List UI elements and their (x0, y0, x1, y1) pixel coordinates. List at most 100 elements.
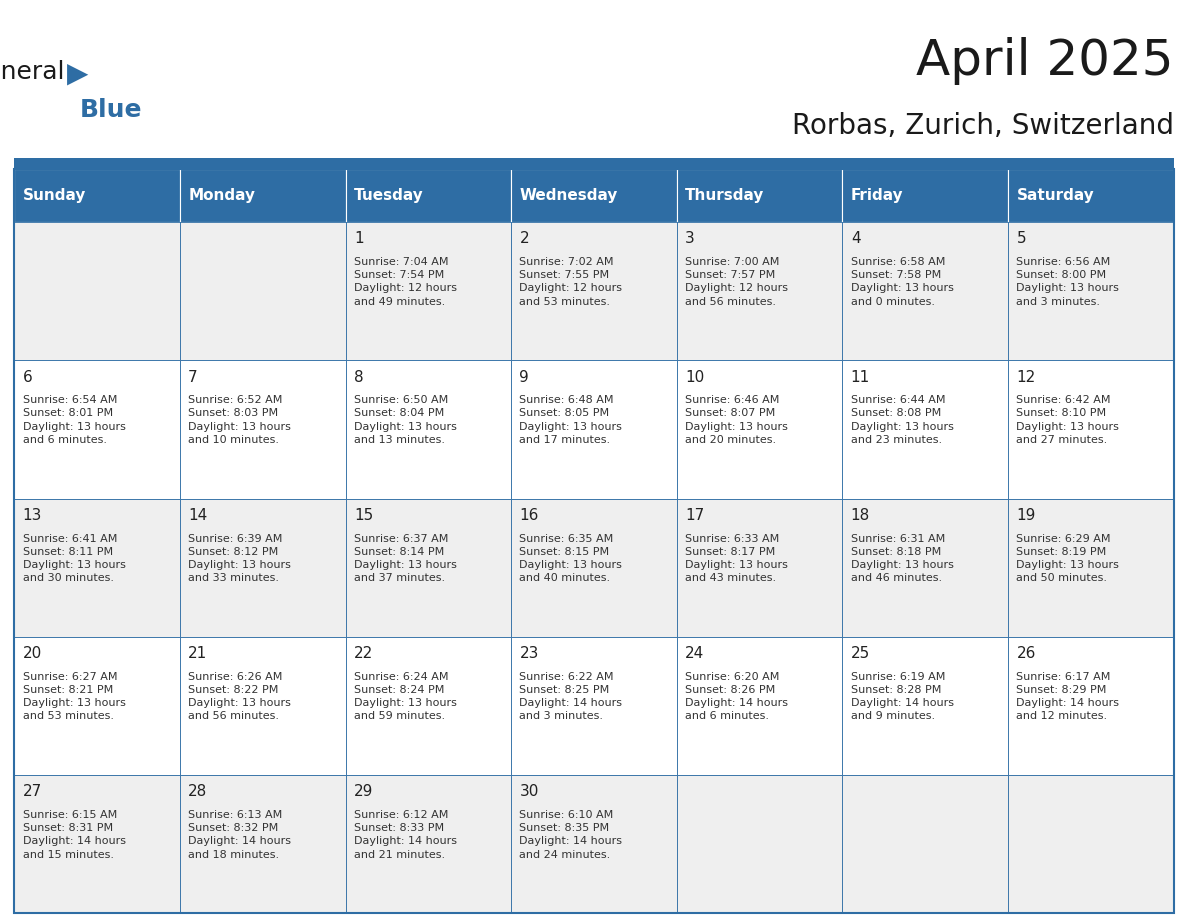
Text: 8: 8 (354, 370, 364, 385)
Text: 12: 12 (1017, 370, 1036, 385)
Text: Sunrise: 6:10 AM
Sunset: 8:35 PM
Daylight: 14 hours
and 24 minutes.: Sunrise: 6:10 AM Sunset: 8:35 PM Dayligh… (519, 810, 623, 859)
Text: Sunrise: 6:42 AM
Sunset: 8:10 PM
Daylight: 13 hours
and 27 minutes.: Sunrise: 6:42 AM Sunset: 8:10 PM Dayligh… (1017, 396, 1119, 445)
Bar (179, 361, 346, 498)
Text: Sunrise: 6:19 AM
Sunset: 8:28 PM
Daylight: 14 hours
and 9 minutes.: Sunrise: 6:19 AM Sunset: 8:28 PM Dayligh… (851, 672, 954, 722)
Text: 28: 28 (188, 784, 208, 800)
Text: Sunrise: 6:50 AM
Sunset: 8:04 PM
Daylight: 13 hours
and 13 minutes.: Sunrise: 6:50 AM Sunset: 8:04 PM Dayligh… (354, 396, 456, 445)
Text: ▶: ▶ (67, 60, 88, 88)
Text: 27: 27 (23, 784, 42, 800)
Text: Sunrise: 7:02 AM
Sunset: 7:55 PM
Daylight: 12 hours
and 53 minutes.: Sunrise: 7:02 AM Sunset: 7:55 PM Dayligh… (519, 257, 623, 307)
Text: Sunrise: 6:41 AM
Sunset: 8:11 PM
Daylight: 13 hours
and 30 minutes.: Sunrise: 6:41 AM Sunset: 8:11 PM Dayligh… (23, 533, 126, 583)
Bar (14, 637, 179, 775)
Text: Sunrise: 6:24 AM
Sunset: 8:24 PM
Daylight: 13 hours
and 59 minutes.: Sunrise: 6:24 AM Sunset: 8:24 PM Dayligh… (354, 672, 456, 722)
Text: 16: 16 (519, 508, 539, 523)
Text: 20: 20 (23, 646, 42, 661)
Bar (179, 775, 346, 913)
Bar (511, 637, 677, 775)
Text: Sunrise: 6:20 AM
Sunset: 8:26 PM
Daylight: 14 hours
and 6 minutes.: Sunrise: 6:20 AM Sunset: 8:26 PM Dayligh… (685, 672, 788, 722)
Text: Sunrise: 7:00 AM
Sunset: 7:57 PM
Daylight: 12 hours
and 56 minutes.: Sunrise: 7:00 AM Sunset: 7:57 PM Dayligh… (685, 257, 788, 307)
Text: 2: 2 (519, 231, 529, 246)
Bar (511, 169, 677, 222)
Bar (179, 222, 346, 361)
Bar (346, 169, 511, 222)
Bar (14, 498, 179, 637)
Bar (511, 222, 677, 361)
Text: Sunrise: 6:56 AM
Sunset: 8:00 PM
Daylight: 13 hours
and 3 minutes.: Sunrise: 6:56 AM Sunset: 8:00 PM Dayligh… (1017, 257, 1119, 307)
Bar (842, 361, 1009, 498)
Bar (14, 775, 179, 913)
Bar (14, 158, 1174, 169)
Text: 30: 30 (519, 784, 539, 800)
Bar (346, 775, 511, 913)
Text: 11: 11 (851, 370, 870, 385)
Bar (1009, 498, 1174, 637)
Text: 23: 23 (519, 646, 539, 661)
Text: Sunrise: 6:37 AM
Sunset: 8:14 PM
Daylight: 13 hours
and 37 minutes.: Sunrise: 6:37 AM Sunset: 8:14 PM Dayligh… (354, 533, 456, 583)
Text: Sunrise: 6:31 AM
Sunset: 8:18 PM
Daylight: 13 hours
and 46 minutes.: Sunrise: 6:31 AM Sunset: 8:18 PM Dayligh… (851, 533, 954, 583)
Text: 24: 24 (685, 646, 704, 661)
Bar (346, 222, 511, 361)
Text: 4: 4 (851, 231, 860, 246)
Text: Sunrise: 6:13 AM
Sunset: 8:32 PM
Daylight: 14 hours
and 18 minutes.: Sunrise: 6:13 AM Sunset: 8:32 PM Dayligh… (188, 810, 291, 859)
Bar (1009, 637, 1174, 775)
Text: Sunrise: 6:48 AM
Sunset: 8:05 PM
Daylight: 13 hours
and 17 minutes.: Sunrise: 6:48 AM Sunset: 8:05 PM Dayligh… (519, 396, 623, 445)
Text: 1: 1 (354, 231, 364, 246)
Bar (179, 169, 346, 222)
Bar (677, 222, 842, 361)
Bar (14, 169, 179, 222)
Text: 22: 22 (354, 646, 373, 661)
Text: 9: 9 (519, 370, 529, 385)
Bar (842, 637, 1009, 775)
Text: Tuesday: Tuesday (354, 188, 424, 203)
Text: Sunrise: 6:52 AM
Sunset: 8:03 PM
Daylight: 13 hours
and 10 minutes.: Sunrise: 6:52 AM Sunset: 8:03 PM Dayligh… (188, 396, 291, 445)
Text: 15: 15 (354, 508, 373, 523)
Bar (179, 498, 346, 637)
Text: 14: 14 (188, 508, 208, 523)
Text: 17: 17 (685, 508, 704, 523)
Text: Sunrise: 6:46 AM
Sunset: 8:07 PM
Daylight: 13 hours
and 20 minutes.: Sunrise: 6:46 AM Sunset: 8:07 PM Dayligh… (685, 396, 788, 445)
Text: Sunrise: 7:04 AM
Sunset: 7:54 PM
Daylight: 12 hours
and 49 minutes.: Sunrise: 7:04 AM Sunset: 7:54 PM Dayligh… (354, 257, 457, 307)
Text: Sunrise: 6:33 AM
Sunset: 8:17 PM
Daylight: 13 hours
and 43 minutes.: Sunrise: 6:33 AM Sunset: 8:17 PM Dayligh… (685, 533, 788, 583)
Text: 25: 25 (851, 646, 870, 661)
Bar (842, 775, 1009, 913)
Text: Wednesday: Wednesday (519, 188, 618, 203)
Bar (1009, 361, 1174, 498)
Text: Sunrise: 6:44 AM
Sunset: 8:08 PM
Daylight: 13 hours
and 23 minutes.: Sunrise: 6:44 AM Sunset: 8:08 PM Dayligh… (851, 396, 954, 445)
Bar (842, 498, 1009, 637)
Text: 10: 10 (685, 370, 704, 385)
Text: Sunrise: 6:12 AM
Sunset: 8:33 PM
Daylight: 14 hours
and 21 minutes.: Sunrise: 6:12 AM Sunset: 8:33 PM Dayligh… (354, 810, 457, 859)
Bar (14, 169, 1174, 913)
Bar (1009, 775, 1174, 913)
Text: Rorbas, Zurich, Switzerland: Rorbas, Zurich, Switzerland (791, 112, 1174, 140)
Bar (677, 775, 842, 913)
Text: Sunrise: 6:35 AM
Sunset: 8:15 PM
Daylight: 13 hours
and 40 minutes.: Sunrise: 6:35 AM Sunset: 8:15 PM Dayligh… (519, 533, 623, 583)
Text: Sunrise: 6:26 AM
Sunset: 8:22 PM
Daylight: 13 hours
and 56 minutes.: Sunrise: 6:26 AM Sunset: 8:22 PM Dayligh… (188, 672, 291, 722)
Bar (677, 169, 842, 222)
Text: 7: 7 (188, 370, 198, 385)
Bar (511, 775, 677, 913)
Bar (511, 498, 677, 637)
Text: 29: 29 (354, 784, 373, 800)
Text: Thursday: Thursday (685, 188, 765, 203)
Bar (346, 361, 511, 498)
Bar (677, 361, 842, 498)
Text: Sunday: Sunday (23, 188, 86, 203)
Text: Sunrise: 6:17 AM
Sunset: 8:29 PM
Daylight: 14 hours
and 12 minutes.: Sunrise: 6:17 AM Sunset: 8:29 PM Dayligh… (1017, 672, 1119, 722)
Text: Saturday: Saturday (1017, 188, 1094, 203)
Bar (511, 361, 677, 498)
Text: 6: 6 (23, 370, 32, 385)
Text: Sunrise: 6:54 AM
Sunset: 8:01 PM
Daylight: 13 hours
and 6 minutes.: Sunrise: 6:54 AM Sunset: 8:01 PM Dayligh… (23, 396, 126, 445)
Text: 13: 13 (23, 508, 42, 523)
Bar (14, 222, 179, 361)
Text: 18: 18 (851, 508, 870, 523)
Text: Sunrise: 6:15 AM
Sunset: 8:31 PM
Daylight: 14 hours
and 15 minutes.: Sunrise: 6:15 AM Sunset: 8:31 PM Dayligh… (23, 810, 126, 859)
Text: Sunrise: 6:22 AM
Sunset: 8:25 PM
Daylight: 14 hours
and 3 minutes.: Sunrise: 6:22 AM Sunset: 8:25 PM Dayligh… (519, 672, 623, 722)
Bar (842, 222, 1009, 361)
Bar (1009, 169, 1174, 222)
Text: Sunrise: 6:39 AM
Sunset: 8:12 PM
Daylight: 13 hours
and 33 minutes.: Sunrise: 6:39 AM Sunset: 8:12 PM Dayligh… (188, 533, 291, 583)
Bar (346, 498, 511, 637)
Text: 19: 19 (1017, 508, 1036, 523)
Bar (346, 637, 511, 775)
Text: Friday: Friday (851, 188, 903, 203)
Text: Sunrise: 6:58 AM
Sunset: 7:58 PM
Daylight: 13 hours
and 0 minutes.: Sunrise: 6:58 AM Sunset: 7:58 PM Dayligh… (851, 257, 954, 307)
